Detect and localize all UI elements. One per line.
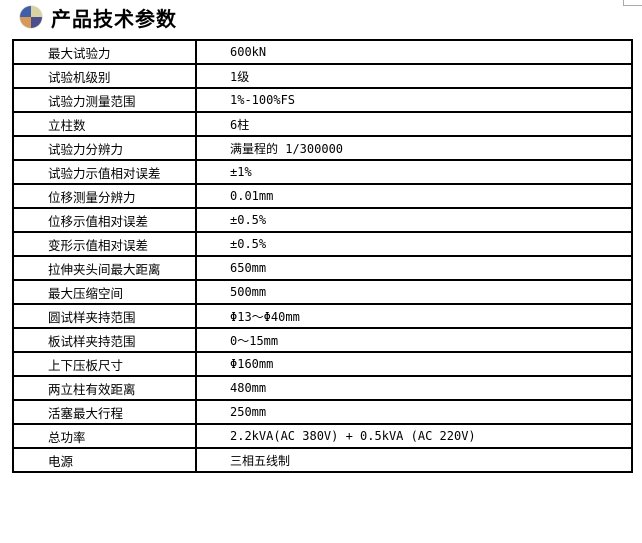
table-row: 上下压板尺寸 Φ160mm	[12, 351, 633, 377]
spec-label: 位移测量分辨力	[12, 183, 197, 209]
table-row: 变形示值相对误差 ±0.5%	[12, 231, 633, 257]
quadrant-ball-icon	[20, 6, 42, 28]
spec-label: 总功率	[12, 423, 197, 449]
spec-value: 480mm	[195, 375, 633, 401]
spec-value: 600kN	[195, 39, 633, 65]
table-row: 立柱数 6柱	[12, 111, 633, 137]
spec-value: 500mm	[195, 279, 633, 305]
table-row: 总功率 2.2kVA(AC 380V) + 0.5kVA (AC 220V)	[12, 423, 633, 449]
spec-label: 最大压缩空间	[12, 279, 197, 305]
table-row: 圆试样夹持范围 Φ13～Φ40mm	[12, 303, 633, 329]
table-row: 试验力示值相对误差 ±1%	[12, 159, 633, 185]
spec-value: Φ160mm	[195, 351, 633, 377]
spec-value: 650mm	[195, 255, 633, 281]
spec-value: 2.2kVA(AC 380V) + 0.5kVA (AC 220V)	[195, 423, 633, 449]
table-row: 最大试验力 600kN	[12, 39, 633, 65]
spec-value: 6柱	[195, 111, 633, 137]
spec-value: 0.01mm	[195, 183, 633, 209]
spec-value: 1级	[195, 63, 633, 89]
spec-label: 试验力示值相对误差	[12, 159, 197, 185]
window-corner	[623, 0, 642, 6]
spec-label: 试验机级别	[12, 63, 197, 89]
section-header: 产品技术参数	[20, 4, 177, 31]
spec-value: 1%-100%FS	[195, 87, 633, 113]
spec-label: 拉伸夹头间最大距离	[12, 255, 197, 281]
spec-value: 三相五线制	[195, 447, 633, 473]
table-row: 电源 三相五线制	[12, 447, 633, 473]
table-row: 试验机级别 1级	[12, 63, 633, 89]
spec-label: 上下压板尺寸	[12, 351, 197, 377]
table-row: 板试样夹持范围 0～15mm	[12, 327, 633, 353]
table-row: 两立柱有效距离 480mm	[12, 375, 633, 401]
table-row: 位移测量分辨力 0.01mm	[12, 183, 633, 209]
spec-value: 0～15mm	[195, 327, 633, 353]
spec-value: ±0.5%	[195, 207, 633, 233]
spec-label: 位移示值相对误差	[12, 207, 197, 233]
table-row: 试验力分辨力 满量程的 1/300000	[12, 135, 633, 161]
spec-table: 最大试验力 600kN 试验机级别 1级 试验力测量范围 1%-100%FS 立柱数 6柱 试验…	[12, 39, 633, 473]
spec-value: ±0.5%	[195, 231, 633, 257]
spec-label: 圆试样夹持范围	[12, 303, 197, 329]
table-row: 最大压缩空间 500mm	[12, 279, 633, 305]
spec-value: 250mm	[195, 399, 633, 425]
spec-label: 活塞最大行程	[12, 399, 197, 425]
spec-value: ±1%	[195, 159, 633, 185]
table-row: 活塞最大行程 250mm	[12, 399, 633, 425]
spec-label: 电源	[12, 447, 197, 473]
spec-label: 试验力测量范围	[12, 87, 197, 113]
table-row: 位移示值相对误差 ±0.5%	[12, 207, 633, 233]
spec-label: 试验力分辨力	[12, 135, 197, 161]
spec-value: 满量程的 1/300000	[195, 135, 633, 161]
spec-label: 立柱数	[12, 111, 197, 137]
table-row: 拉伸夹头间最大距离 650mm	[12, 255, 633, 281]
page-title: 产品技术参数	[51, 6, 177, 31]
spec-label: 两立柱有效距离	[12, 375, 197, 401]
spec-label: 变形示值相对误差	[12, 231, 197, 257]
table-row: 试验力测量范围 1%-100%FS	[12, 87, 633, 113]
spec-value: Φ13～Φ40mm	[195, 303, 633, 329]
spec-label: 最大试验力	[12, 39, 197, 65]
spec-label: 板试样夹持范围	[12, 327, 197, 353]
